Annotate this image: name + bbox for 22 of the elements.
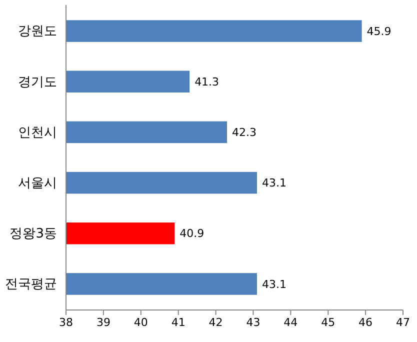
y-tick-label: 정왕3동 [10, 226, 57, 242]
data-label: 42.3 [232, 126, 257, 140]
data-label: 43.1 [262, 278, 286, 291]
x-tick-label: 43 [246, 316, 260, 329]
data-label: 45.9 [366, 24, 392, 38]
data-label: 43.1 [262, 176, 286, 190]
y-tick-label: 전국평균 [5, 277, 57, 292]
x-tick-label: 44 [284, 316, 298, 329]
x-tick-label: 41 [171, 316, 186, 329]
data-label: 41.3 [194, 75, 220, 88]
data-label: 40.9 [180, 227, 204, 240]
y-tick-label: 강원도 [18, 24, 57, 40]
y-tick-label: 서울시 [18, 176, 57, 191]
x-tick-label: 38 [59, 316, 73, 329]
x-tick-label: 40 [134, 316, 148, 329]
x-tick-label: 42 [208, 316, 223, 329]
y-tick-label: 인천시 [18, 125, 57, 140]
x-tick-label: 45 [321, 316, 336, 329]
x-tick-label: 39 [96, 316, 110, 329]
x-tick-label: 47 [396, 316, 410, 329]
x-tick-label: 46 [358, 316, 373, 329]
y-tick-label: 경기도 [18, 74, 57, 90]
